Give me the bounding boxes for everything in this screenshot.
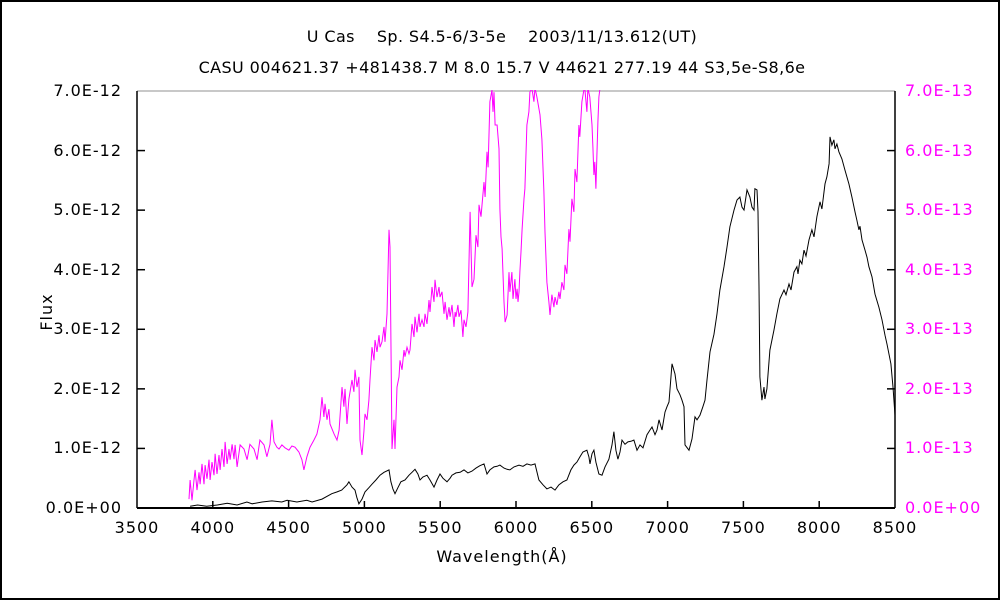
figure-title: U Cas Sp. S4.5-6/3-5e 2003/11/13.612(UT) bbox=[306, 27, 698, 46]
y-left-tick-label: 4.0E-12 bbox=[53, 259, 122, 279]
y-right-tick-label: 1.0E-13 bbox=[905, 438, 974, 458]
y-right-tick-label: 0.0E+00 bbox=[905, 498, 982, 517]
y-left-tick-label: 1.0E-12 bbox=[53, 438, 122, 458]
y-left-tick-label: 7.0E-12 bbox=[53, 81, 122, 100]
x-tick-label: 7500 bbox=[721, 518, 766, 537]
spectrum-curves bbox=[188, 90, 895, 507]
x-tick-label: 6500 bbox=[569, 518, 615, 537]
axis-ticks bbox=[137, 149, 895, 508]
y-right-tick-label: 5.0E-13 bbox=[905, 200, 974, 220]
x-tick-label: 4500 bbox=[266, 518, 311, 537]
y-left-tick-label: 3.0E-12 bbox=[53, 319, 122, 339]
y-left-tick-label: 6.0E-12 bbox=[53, 140, 122, 160]
y-right-tick-label: 3.0E-13 bbox=[905, 319, 974, 339]
x-tick-label: 3500 bbox=[114, 518, 160, 537]
x-tick-label: 8000 bbox=[796, 518, 842, 537]
y-right-tick-label: 4.0E-13 bbox=[905, 259, 974, 279]
y-left-tick-label: 2.0E-12 bbox=[53, 378, 122, 398]
y-left-tick-label: 0.0E+00 bbox=[45, 498, 122, 517]
y-right-tick-label: 7.0E-13 bbox=[905, 81, 974, 100]
x-tick-label: 5500 bbox=[417, 518, 463, 537]
x-tick-label: 7000 bbox=[645, 518, 690, 537]
y-right-tick-label: 2.0E-13 bbox=[905, 378, 974, 398]
figure-subtitle: CASU 004621.37 +481438.7 M 8.0 15.7 V 44… bbox=[198, 58, 806, 77]
y-axis-label: Flux bbox=[37, 293, 56, 331]
y-right-tick-label: 6.0E-13 bbox=[905, 140, 974, 160]
x-tick-label: 5000 bbox=[342, 518, 387, 537]
x-tick-label: 8500 bbox=[872, 518, 918, 537]
spectrum-magenta-right-axis-line bbox=[188, 90, 601, 501]
spectrum-black-left-axis-line bbox=[190, 136, 895, 507]
x-tick-label: 4000 bbox=[190, 518, 236, 537]
y-left-tick-label: 5.0E-12 bbox=[53, 200, 122, 220]
x-axis-label: Wavelength(Å) bbox=[436, 547, 568, 566]
x-tick-label: 6000 bbox=[493, 518, 539, 537]
